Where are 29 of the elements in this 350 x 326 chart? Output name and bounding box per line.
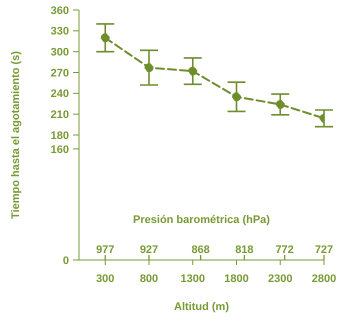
- x-tick-label: 2800: [312, 272, 336, 285]
- point: [276, 100, 285, 109]
- x2-tick-label: 772: [275, 244, 294, 256]
- x-tick-label: 300: [96, 272, 114, 285]
- y-tick-label: 270: [50, 67, 69, 80]
- y-axis-title: Tiempo hasta el agotamiento (s): [10, 50, 22, 219]
- y-tick-label: 180: [50, 130, 69, 142]
- y-tick-label: 360: [50, 4, 69, 17]
- point: [144, 63, 154, 72]
- x-tick-label: 800: [140, 272, 158, 285]
- x-tick-label: 2300: [268, 272, 292, 285]
- point: [232, 92, 241, 102]
- x2-tick-label: 868: [191, 244, 210, 256]
- y-tick-label: 240: [50, 88, 69, 100]
- x2-tick-label: 977: [96, 244, 114, 256]
- y-tick-label: 330: [50, 26, 69, 38]
- x-tick-label: 1800: [224, 272, 249, 285]
- x-tick-label: 1300: [180, 272, 205, 285]
- y-tick-label: 210: [50, 109, 69, 122]
- x2-tick-label: 927: [140, 244, 158, 256]
- y-tick-label: 300: [50, 46, 69, 59]
- x-axis-title: Altitud (m): [174, 301, 230, 313]
- point: [100, 33, 110, 42]
- y-tick-label: 160: [50, 144, 69, 156]
- point: [188, 66, 198, 76]
- x2-tick-label: 727: [314, 244, 334, 256]
- y-tick-label: 0: [62, 254, 69, 267]
- x2-tick-label: 818: [235, 244, 254, 256]
- x2-axis-title: Presión barométrica (hPa): [133, 214, 270, 226]
